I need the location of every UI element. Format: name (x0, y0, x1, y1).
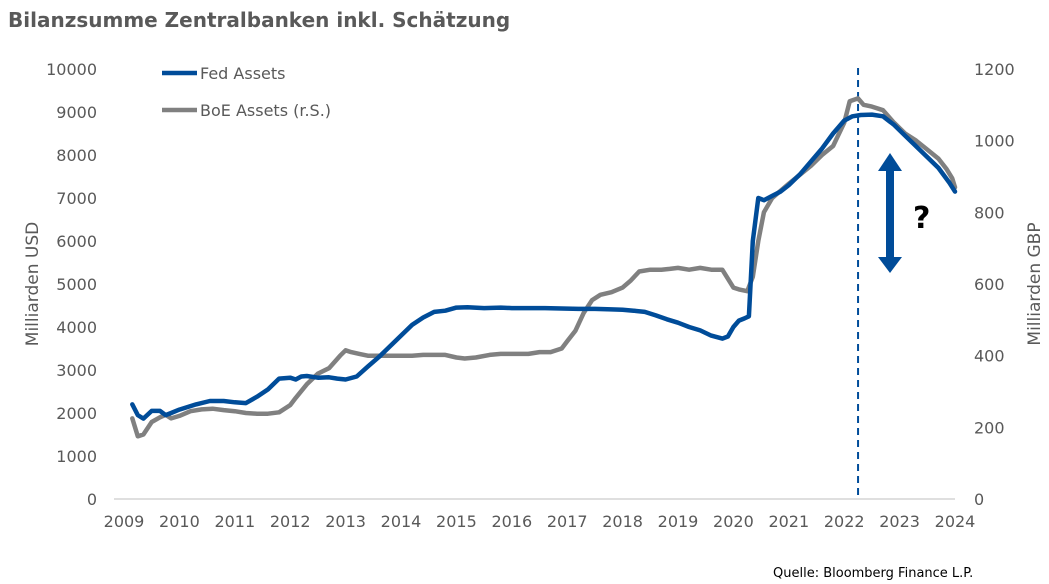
y-left-tick-label: 1000 (56, 447, 97, 466)
double-arrow-annotation (878, 153, 902, 273)
legend: Fed Assets BoE Assets (r.S.) (162, 64, 331, 120)
y-left-tick-label: 10000 (46, 60, 97, 79)
y-right-tick-label: 0 (974, 490, 984, 509)
x-tick-label: 2009 (104, 512, 145, 531)
x-axis-ticks: 2009 2010 2011 2012 2013 2014 2015 2016 2017 2018… (104, 512, 976, 531)
double-arrow-shaft (886, 170, 894, 258)
x-tick-label: 2024 (935, 512, 976, 531)
x-tick-label: 2010 (159, 512, 200, 531)
y-left-tick-label: 2000 (56, 404, 97, 423)
double-arrow-head-up (878, 153, 902, 171)
x-tick-label: 2011 (214, 512, 255, 531)
x-tick-label: 2016 (491, 512, 532, 531)
x-tick-label: 2022 (824, 512, 865, 531)
legend-label-fed: Fed Assets (200, 64, 285, 83)
y-axis-left-title: Milliarden USD (23, 222, 43, 346)
y-axis-right-ticks: 0 200 400 600 800 1000 1200 (974, 60, 1015, 509)
x-tick-label: 2020 (713, 512, 754, 531)
chart-title: Bilanzsumme Zentralbanken inkl. Schätzun… (8, 8, 510, 32)
y-axis-right-title: Milliarden GBP (1025, 222, 1045, 345)
x-tick-label: 2019 (658, 512, 699, 531)
y-right-tick-label: 600 (974, 275, 1005, 294)
y-right-tick-label: 1200 (974, 60, 1015, 79)
series-line-fed (130, 112, 958, 421)
y-left-tick-label: 4000 (56, 318, 97, 337)
y-right-tick-label: 200 (974, 418, 1005, 437)
series-line-boe (130, 96, 958, 439)
y-right-tick-label: 1000 (974, 132, 1015, 151)
y-axis-left-ticks: 0 1000 2000 3000 4000 5000 6000 7000 8000 9000 100… (46, 60, 97, 509)
source-note: Quelle: Bloomberg Finance L.P. (773, 566, 973, 581)
x-tick-label: 2015 (436, 512, 477, 531)
x-tick-label: 2014 (381, 512, 422, 531)
y-left-tick-label: 6000 (56, 232, 97, 251)
y-left-tick-label: 7000 (56, 189, 97, 208)
y-left-tick-label: 9000 (56, 103, 97, 122)
y-left-tick-label: 5000 (56, 275, 97, 294)
x-tick-label: 2013 (325, 512, 366, 531)
x-tick-label: 2021 (768, 512, 809, 531)
legend-label-boe: BoE Assets (r.S.) (200, 101, 331, 120)
y-left-tick-label: 8000 (56, 146, 97, 165)
x-tick-label: 2012 (270, 512, 311, 531)
double-arrow-head-down (878, 257, 902, 273)
x-tick-label: 2017 (547, 512, 588, 531)
y-right-tick-label: 400 (974, 347, 1005, 366)
x-tick-label: 2023 (879, 512, 920, 531)
x-tick-label: 2018 (602, 512, 643, 531)
y-left-tick-label: 0 (87, 490, 97, 509)
question-mark: ? (913, 201, 930, 236)
y-left-tick-label: 3000 (56, 361, 97, 380)
y-right-tick-label: 800 (974, 203, 1005, 222)
